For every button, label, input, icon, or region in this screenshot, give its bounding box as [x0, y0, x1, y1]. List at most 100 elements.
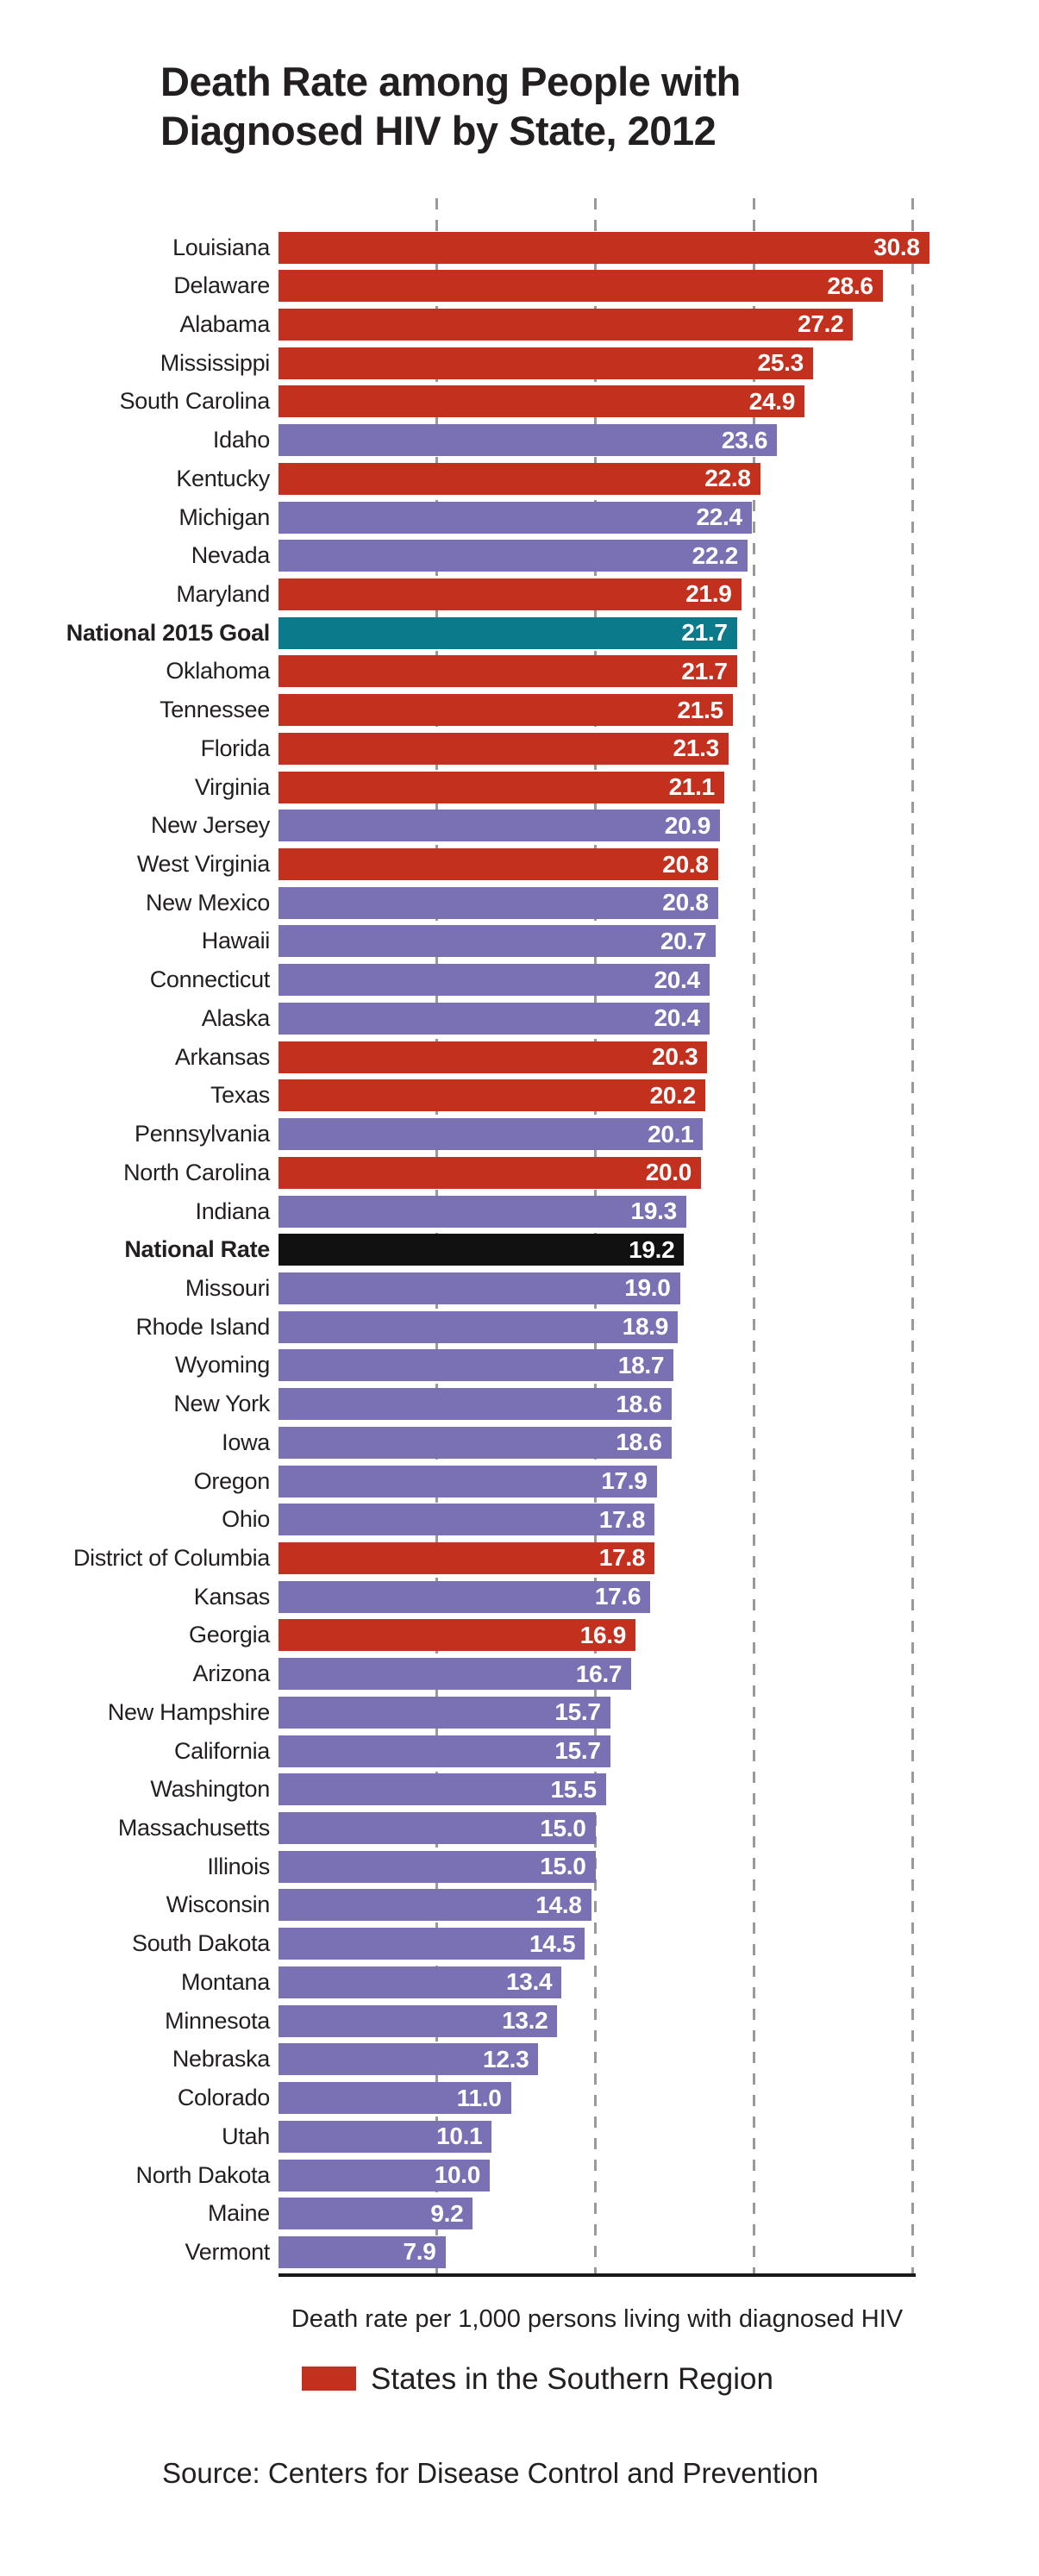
state-label: South Dakota [131, 1930, 270, 1957]
state-label: Michigan [178, 503, 270, 530]
bar-value: 30.8 [873, 234, 920, 260]
state-label: Arizona [192, 1660, 271, 1687]
bar-value: 22.2 [692, 541, 739, 569]
bar-value: 22.4 [696, 503, 743, 531]
bar-value: 16.9 [579, 1621, 627, 1648]
bar: 30.8 [279, 231, 929, 264]
state-label: National 2015 Goal [66, 619, 271, 646]
state-label: Tennessee [160, 697, 270, 723]
state-label: Hawaii [201, 928, 271, 954]
bar-row: Michigan 22.4 [0, 501, 1039, 534]
bar: 20.4 [279, 964, 710, 997]
bar-row: Washington 15.5 [0, 1773, 1039, 1806]
bar-value: 18.7 [617, 1351, 665, 1379]
bar: 21.7 [279, 655, 737, 688]
state-label: Utah [222, 2123, 270, 2149]
bar-row: Texas 20.2 [0, 1079, 1039, 1112]
bar-value: 20.1 [648, 1120, 694, 1147]
bar-value: 15.0 [540, 1814, 586, 1841]
state-label: Wisconsin [166, 1891, 271, 1918]
state-label: Texas [210, 1082, 270, 1109]
bar-row: Oregon 17.9 [0, 1465, 1039, 1497]
state-label: Florida [200, 735, 271, 761]
bar-value: 21.7 [681, 657, 728, 685]
state-label: New Jersey [150, 812, 270, 839]
bar: 15.0 [279, 1812, 596, 1845]
state-label: Alaska [201, 1004, 271, 1031]
bar-value: 20.7 [660, 927, 707, 954]
bar-row: Mississippi 25.3 [0, 347, 1039, 379]
state-label: Colorado [177, 2085, 270, 2111]
bar-value: 11.0 [456, 2084, 502, 2111]
bar: 20.8 [279, 886, 718, 919]
bar-value: 15.7 [554, 1698, 601, 1726]
state-label: New York [173, 1391, 270, 1417]
bar: 19.0 [279, 1272, 680, 1304]
bar-row: Vermont 7.9 [0, 2235, 1039, 2268]
bar: 19.2 [279, 1234, 685, 1266]
state-label: Maryland [176, 580, 270, 607]
bar-row: New York 18.6 [0, 1388, 1039, 1421]
bar-row: Montana 13.4 [0, 1966, 1039, 1998]
state-label: Nevada [191, 542, 271, 569]
state-label: District of Columbia [72, 1544, 270, 1571]
bar-value: 17.8 [598, 1505, 646, 1533]
bar-value: 20.2 [649, 1081, 697, 1109]
bar: 13.4 [279, 1966, 562, 1998]
bar-row: Alaska 20.4 [0, 1002, 1039, 1035]
state-label: Iowa [222, 1429, 270, 1455]
bar-value: 21.5 [677, 696, 723, 723]
bar-row: Maryland 21.9 [0, 578, 1039, 610]
bar: 20.2 [279, 1079, 705, 1112]
bar: 18.6 [279, 1388, 672, 1421]
bar-row: Utah 10.1 [0, 2120, 1039, 2153]
bar-row: Wisconsin 14.8 [0, 1889, 1039, 1922]
bar-value: 14.8 [535, 1891, 582, 1918]
bar-row: Georgia 16.9 [0, 1619, 1039, 1652]
bar-row: Florida 21.3 [0, 732, 1039, 765]
bar-value: 16.7 [575, 1660, 623, 1687]
bar: 22.8 [279, 462, 760, 495]
bar: 21.9 [279, 578, 742, 610]
bar-row: Maine 9.2 [0, 2198, 1039, 2230]
bar-row: Oklahoma 21.7 [0, 655, 1039, 688]
state-label: Washington [150, 1776, 270, 1803]
bar: 20.7 [279, 925, 717, 958]
bar: 16.7 [279, 1658, 632, 1691]
state-label: Vermont [185, 2238, 271, 2265]
bar: 20.9 [279, 810, 721, 842]
bar: 14.5 [279, 1928, 585, 1960]
bar-value: 23.6 [721, 426, 768, 453]
state-label: Wyoming [174, 1352, 270, 1379]
state-label: Missouri [185, 1274, 270, 1301]
bar: 17.8 [279, 1541, 655, 1574]
legend-label: States in the Southern Region [371, 2362, 773, 2396]
bar-row: Kansas 17.6 [0, 1580, 1039, 1613]
bar-value: 27.2 [798, 310, 844, 338]
bar-value: 10.0 [434, 2161, 481, 2188]
bar-value: 20.3 [652, 1043, 698, 1071]
state-label: California [173, 1737, 270, 1764]
state-label: Minnesota [165, 2007, 270, 2034]
chart-title: Death Rate among People with Diagnosed H… [160, 57, 741, 155]
state-label: National Rate [124, 1236, 270, 1263]
bar-value: 9.2 [430, 2199, 464, 2227]
bar: 23.6 [279, 424, 778, 457]
bar: 18.6 [279, 1426, 672, 1459]
bar-row: Minnesota 13.2 [0, 2004, 1039, 2037]
bar-value: 18.6 [616, 1429, 662, 1456]
state-label: Alabama [179, 310, 271, 337]
bar: 27.2 [279, 308, 854, 341]
bar: 20.4 [279, 1002, 710, 1035]
bar: 9.2 [279, 2198, 473, 2230]
bar: 16.9 [279, 1619, 636, 1652]
bar: 20.3 [279, 1041, 708, 1073]
bar: 12.3 [279, 2043, 539, 2076]
gridline [911, 198, 914, 2273]
bar-row: Rhode Island 18.9 [0, 1310, 1039, 1343]
bar-row: Illinois 15.0 [0, 1850, 1039, 1883]
state-label: Georgia [189, 1622, 270, 1648]
bar-row: Iowa 18.6 [0, 1426, 1039, 1459]
bar: 21.5 [279, 694, 733, 727]
